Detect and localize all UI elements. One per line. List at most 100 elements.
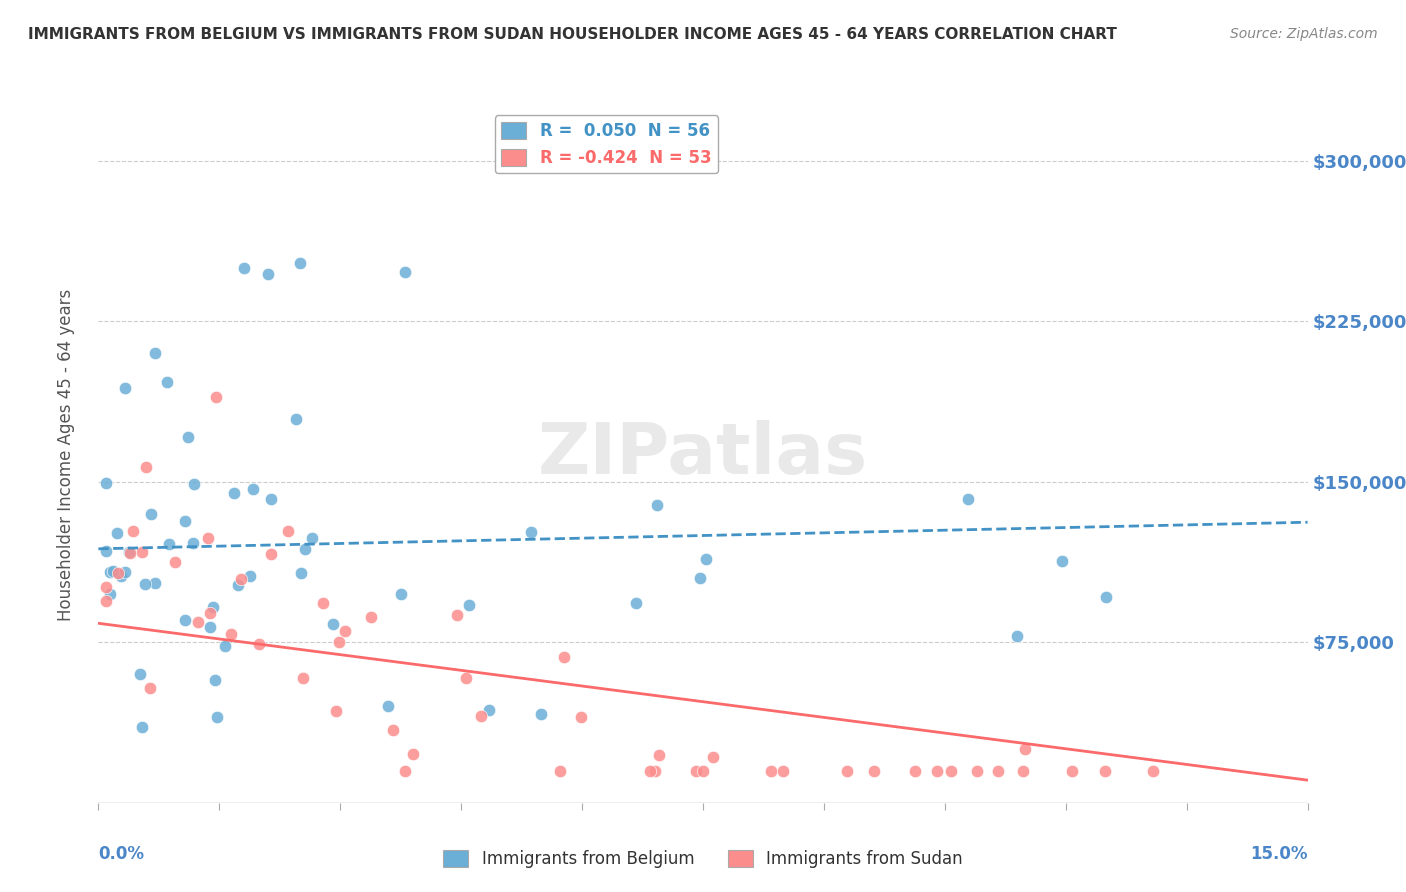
Point (685, 764, 707, 778)
Point (695, 551, 717, 566)
Point (290, 566, 312, 581)
Point (772, 764, 794, 778)
Point (519, 525, 541, 540)
Point (1094, 764, 1116, 778)
Y-axis label: Householder Income Ages 45 - 64 years: Householder Income Ages 45 - 64 years (56, 289, 75, 621)
Point (394, 764, 416, 778)
Point (226, 578, 249, 592)
Point (222, 486, 245, 500)
Point (204, 673, 226, 688)
Point (446, 607, 468, 622)
Point (377, 699, 399, 714)
Point (131, 720, 153, 734)
Point (312, 596, 335, 610)
Point (277, 524, 299, 538)
Point (156, 376, 179, 390)
Point (1014, 742, 1036, 756)
Point (110, 568, 132, 582)
Point (470, 709, 492, 723)
Point (260, 491, 283, 506)
Point (174, 514, 197, 528)
Point (904, 764, 927, 778)
Point (478, 703, 501, 717)
Point (98, 566, 121, 580)
Point (239, 569, 262, 583)
Point (638, 764, 661, 778)
Point (96, 580, 118, 594)
Point (1095, 591, 1118, 605)
Point (644, 764, 666, 778)
Point (333, 624, 356, 638)
Point (247, 637, 270, 651)
Point (966, 764, 988, 778)
Point (198, 620, 221, 634)
Point (458, 598, 481, 612)
Point (143, 346, 166, 360)
Point (107, 566, 129, 580)
Point (187, 615, 209, 629)
Text: ZIPatlas: ZIPatlas (538, 420, 868, 490)
Point (198, 606, 221, 620)
Point (288, 256, 311, 270)
Point (624, 596, 647, 610)
Point (165, 555, 187, 569)
Point (256, 267, 278, 281)
Point (360, 610, 382, 624)
Point (96, 475, 118, 490)
Point (260, 547, 283, 561)
Point (454, 671, 477, 685)
Point (101, 564, 124, 578)
Point (382, 723, 405, 738)
Point (174, 613, 197, 627)
Point (96, 544, 118, 558)
Point (322, 616, 344, 631)
Point (118, 545, 141, 559)
Point (294, 541, 316, 556)
Text: 0.0%: 0.0% (98, 845, 145, 863)
Point (214, 639, 236, 653)
Point (402, 747, 425, 762)
Point (301, 531, 323, 545)
Point (941, 764, 963, 778)
Point (181, 536, 204, 550)
Point (689, 571, 711, 585)
Point (692, 764, 714, 778)
Point (325, 704, 347, 718)
Point (183, 477, 205, 491)
Point (197, 531, 219, 545)
Text: Source: ZipAtlas.com: Source: ZipAtlas.com (1230, 27, 1378, 41)
Point (205, 390, 228, 404)
Point (135, 460, 157, 475)
Point (837, 764, 859, 778)
Text: IMMIGRANTS FROM BELGIUM VS IMMIGRANTS FROM SUDAN HOUSEHOLDER INCOME AGES 45 - 64: IMMIGRANTS FROM BELGIUM VS IMMIGRANTS FR… (28, 27, 1116, 42)
Point (207, 710, 229, 724)
Point (242, 482, 264, 496)
Point (389, 587, 412, 601)
Point (702, 749, 724, 764)
Text: 15.0%: 15.0% (1250, 845, 1308, 863)
Point (221, 627, 243, 641)
Point (143, 576, 166, 591)
Point (1050, 553, 1073, 567)
Point (548, 764, 571, 778)
Legend: R =  0.050  N = 56, R = -0.424  N = 53: R = 0.050 N = 56, R = -0.424 N = 53 (495, 115, 718, 173)
Point (529, 706, 551, 721)
Point (957, 491, 980, 506)
Point (1012, 764, 1035, 778)
Point (231, 572, 253, 586)
Point (648, 748, 671, 763)
Point (569, 710, 592, 724)
Point (98, 587, 121, 601)
Point (1142, 764, 1164, 778)
Point (131, 545, 153, 559)
Point (122, 524, 145, 539)
Point (114, 381, 136, 395)
Point (987, 764, 1010, 778)
Legend: Immigrants from Belgium, Immigrants from Sudan: Immigrants from Belgium, Immigrants from… (437, 843, 969, 875)
Point (139, 507, 162, 521)
Point (553, 650, 575, 665)
Point (157, 537, 180, 551)
Point (291, 671, 314, 685)
Point (1005, 630, 1028, 644)
Point (394, 265, 416, 279)
